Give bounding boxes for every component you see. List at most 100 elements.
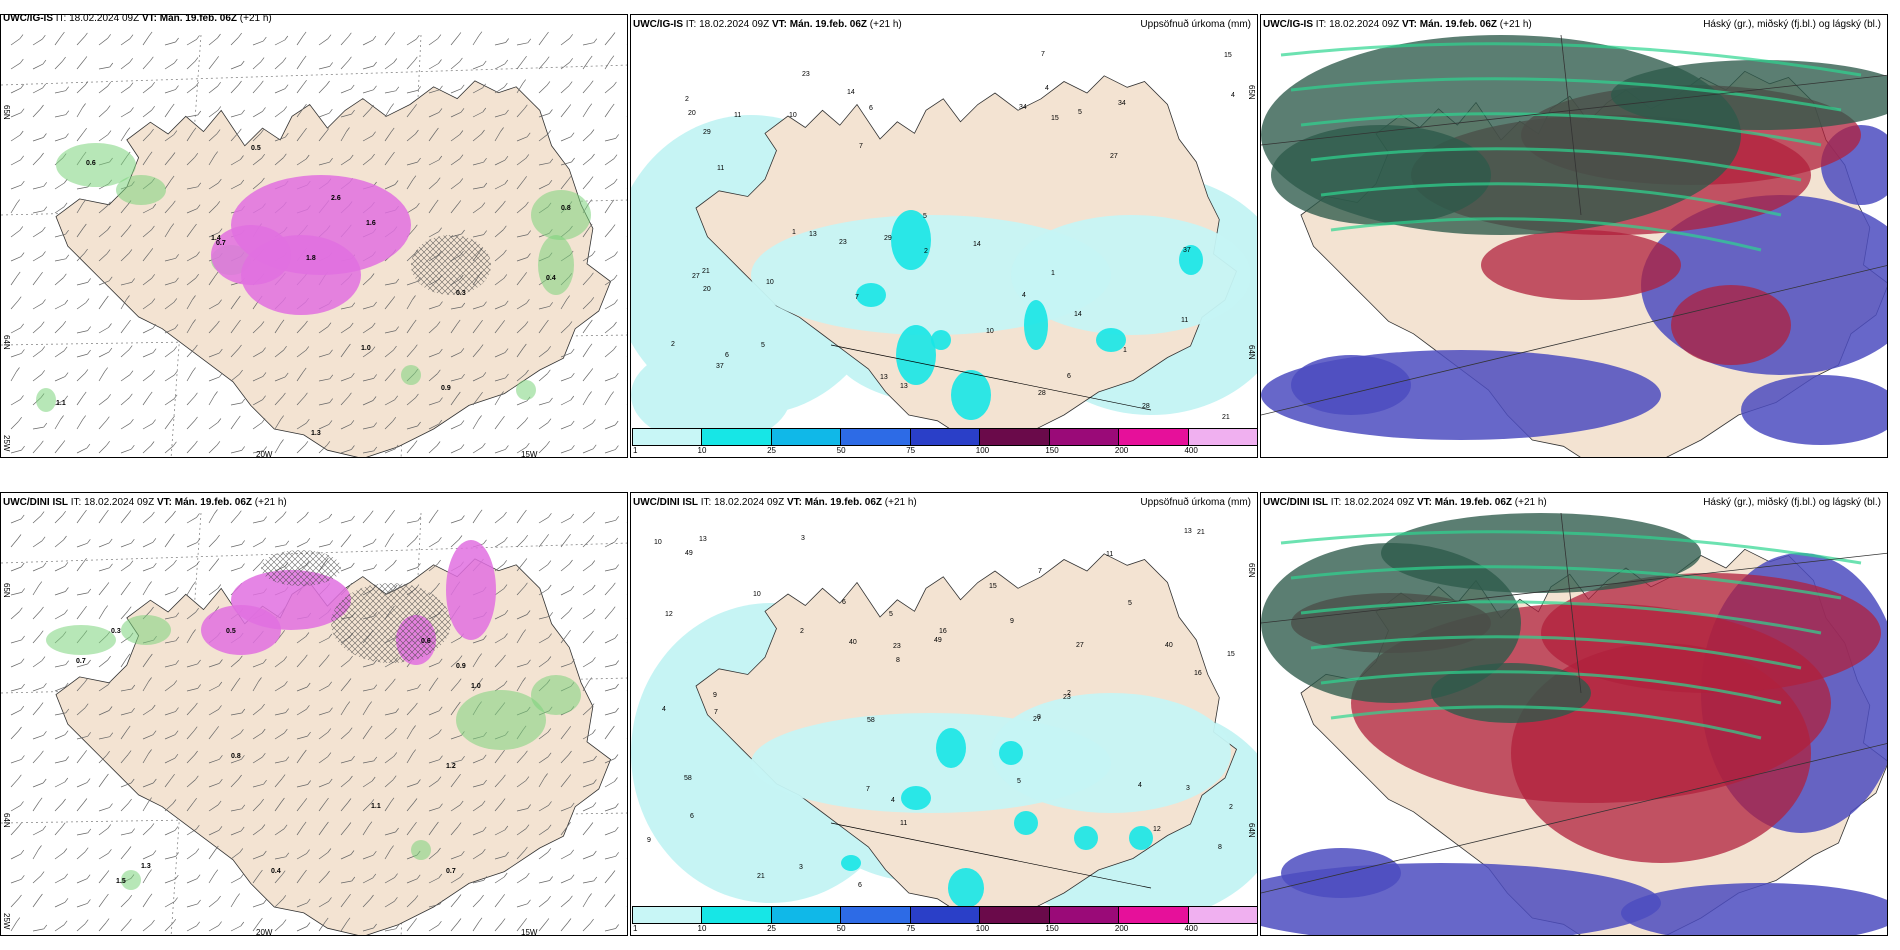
wind-barb [128,798,132,804]
wind-barb [164,41,176,46]
wind-barb [527,804,531,809]
wind-barb [152,348,157,353]
wind-barb [362,305,374,310]
wind-barb [83,223,87,229]
wind-barb [54,324,64,334]
wind-barb [428,780,439,788]
wind-barb [32,660,43,668]
wind-barb [98,754,107,764]
wind-barb [65,587,69,592]
wind-barb [390,103,394,108]
wind-barb [318,921,326,932]
precip-value-label: 4 [1138,782,1142,789]
wind-barb [65,229,69,235]
wind-barb [590,918,594,924]
wind-barb [164,107,172,118]
wind-barb [106,440,110,446]
wind-barb [560,899,570,908]
wind-barb [10,38,21,46]
wind-barb [523,176,527,181]
wind-barb [318,402,330,406]
wind-barb [230,132,239,142]
wind-barb [109,62,114,68]
wind-barb [40,104,44,110]
rain-area [538,235,574,295]
wind-barb [384,282,396,286]
wind-barb [450,182,461,190]
wind-barb [590,534,595,540]
wind-barb [216,201,221,206]
wind-barb [472,64,484,70]
wind-barb [373,422,377,427]
wind-barb [208,37,218,46]
wind-barb [296,515,306,524]
wind-barb [450,61,460,70]
wind-barb [76,903,88,908]
wind-barb [17,534,22,539]
wind-barb [456,319,461,325]
wind-barb [76,60,85,70]
wind-barb [152,323,157,329]
wind-barb [306,537,311,543]
wind-barb [560,537,568,548]
wind-barb [241,109,245,115]
wind-barb [571,372,575,378]
wind-barb [40,511,45,516]
legend-swatch [1188,907,1257,923]
wind-barb [395,86,400,92]
wind-barb [406,783,418,788]
wind-barb [362,877,373,884]
wind-barb [547,130,551,135]
wind-barb [82,391,87,397]
wind-barb [63,848,68,853]
wind-barb [527,230,531,235]
wind-barb [434,199,439,205]
wind-barb [372,35,377,41]
wind-barb [252,783,264,788]
wind-barb [109,803,113,808]
wind-barb [472,206,483,214]
wind-barb [32,782,44,788]
wind-barb [494,253,504,262]
wind-barb [384,62,395,70]
wind-barb [152,203,157,209]
wind-barb [582,634,591,644]
wind-barb [283,153,287,159]
wind-barb [384,801,392,812]
wind-barb [459,57,463,63]
wind-barb [98,327,109,334]
wind-barb [460,873,464,878]
wind-barb [10,778,19,788]
wind-barb [148,677,152,682]
wind-barb [502,774,506,780]
wind-barb [252,681,259,692]
legend-label: 50 [836,924,846,933]
wind-barb [582,826,591,836]
wind-barb [362,663,374,668]
high-cloud-edge [1320,670,1782,705]
wind-barb [296,59,304,70]
wind-barb [87,828,92,834]
mixed-phase-area [261,550,341,586]
wind-barb [76,851,86,860]
wind-barb [391,32,396,37]
wind-barb [568,321,573,326]
wind-barb [438,658,443,664]
wind-barb [478,31,483,36]
wind-barb [87,659,91,665]
wind-barb [504,82,508,88]
wind-barb [516,83,523,94]
wind-barb [142,541,154,548]
legend-label: 10 [697,446,707,455]
wind-barb [208,588,219,596]
wind-barb [348,392,352,398]
wind-barb [142,302,153,310]
wind-barb [152,730,157,735]
wind-barb [10,112,22,118]
wind-barb [582,588,593,596]
wind-barb [43,133,47,138]
wind-barb [230,514,239,524]
wind-barb [186,255,197,262]
wind-barb [76,353,88,358]
wind-barb [172,799,177,804]
